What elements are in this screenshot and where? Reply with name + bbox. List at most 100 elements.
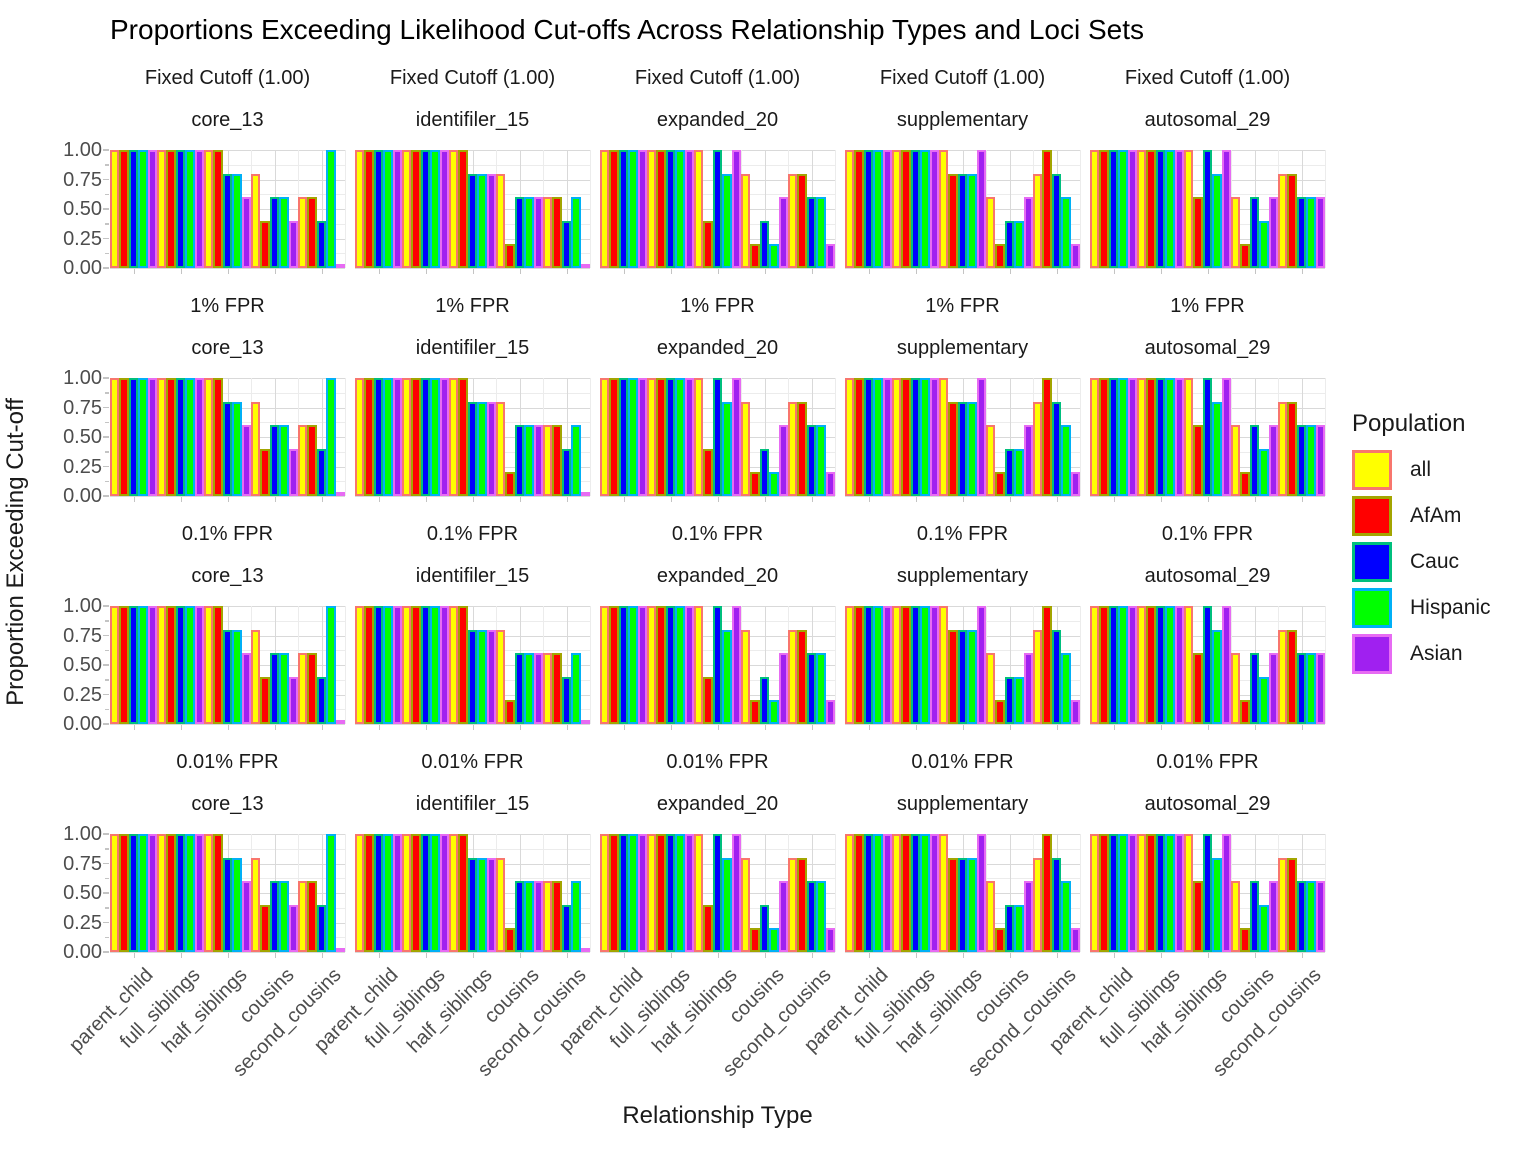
h-gridline: [355, 496, 590, 497]
h-gridline: [110, 952, 345, 953]
bar-all: [1231, 653, 1241, 724]
bar-all: [1137, 378, 1147, 496]
bar-Asian: [1221, 150, 1231, 268]
x-tick-mark: [717, 725, 719, 730]
v-gridline: [835, 378, 836, 496]
bar-all: [402, 834, 412, 952]
bar-Cauc: [712, 606, 723, 724]
y-tick-mark: [105, 907, 109, 909]
bar-group: [694, 378, 741, 496]
bar-group: [939, 834, 986, 952]
y-tick-label: 0.25: [63, 911, 102, 934]
y-tick-label: 0.75: [63, 396, 102, 419]
bar-all: [251, 630, 261, 724]
v-gridline: [835, 150, 836, 268]
bar-Asian: [241, 653, 251, 724]
bar-AfAm: [797, 630, 807, 724]
bar-Asian: [976, 834, 986, 952]
bar-AfAm: [505, 928, 515, 952]
bar-AfAm: [307, 653, 317, 724]
x-tick-mark: [425, 953, 427, 958]
x-tick-mark: [1160, 269, 1162, 274]
bar-Asian: [637, 150, 647, 268]
x-tick-mark: [623, 269, 625, 274]
bar-Cauc: [128, 606, 139, 724]
plot-area: [600, 834, 836, 958]
h-gridline: [600, 496, 835, 497]
bar-group: [110, 834, 157, 952]
bar-Cauc: [467, 174, 478, 268]
bar-Cauc: [1108, 606, 1119, 724]
v-gridline: [590, 378, 591, 496]
plot-area: [355, 150, 591, 274]
bar-Asian: [533, 653, 543, 724]
v-gridline: [1080, 606, 1081, 724]
bar-Asian: [731, 150, 741, 268]
bar-AfAm: [260, 905, 270, 952]
y-tick-label: 1.00: [63, 367, 102, 389]
x-tick-mark: [1160, 497, 1162, 502]
bar-Hispanic: [1306, 197, 1316, 268]
strip-loci-label: autosomal_29: [1144, 565, 1271, 587]
bar-group: [543, 150, 590, 268]
bar-AfAm: [505, 472, 515, 496]
strip-loci-label: supplementary: [896, 109, 1029, 131]
bar-group: [204, 150, 251, 268]
strip-cutoff-label: 0.01% FPR: [1156, 751, 1259, 773]
bar-Hispanic: [279, 197, 289, 268]
bar-group: [355, 378, 402, 496]
bar-Hispanic: [232, 630, 242, 724]
x-tick-mark: [868, 269, 870, 274]
strip-loci-label: autosomal_29: [1144, 337, 1271, 359]
bar-Asian: [731, 606, 741, 724]
x-tick-mark: [1056, 725, 1058, 730]
bar-Asian: [580, 720, 590, 724]
strip-cutoff-label: 0.1% FPR: [1161, 523, 1254, 545]
x-tick-mark: [623, 953, 625, 958]
h-gridline: [1090, 724, 1325, 725]
bar-Asian: [241, 881, 251, 952]
x-tick-mark: [962, 269, 964, 274]
bar-Cauc: [222, 402, 233, 496]
bar-Hispanic: [769, 472, 779, 496]
bar-Hispanic: [326, 834, 336, 952]
bar-group: [157, 150, 204, 268]
h-gridline: [845, 952, 1080, 953]
plot-area: [845, 150, 1081, 274]
bar-all: [1184, 606, 1194, 724]
bar-all: [939, 606, 949, 724]
bar-Cauc: [561, 221, 572, 268]
x-axis-title: Relationship Type: [622, 1102, 813, 1129]
y-tick-label: 1.00: [63, 139, 102, 161]
bar-Cauc: [806, 653, 817, 724]
bar-AfAm: [703, 905, 713, 952]
bar-group: [741, 378, 788, 496]
bar-Cauc: [1004, 677, 1015, 724]
bar-AfAm: [411, 606, 421, 724]
bar-Hispanic: [279, 881, 289, 952]
bar-Cauc: [665, 834, 676, 952]
x-tick-mark: [1207, 269, 1209, 274]
bar-Hispanic: [1259, 449, 1269, 496]
bar-group: [845, 378, 892, 496]
bar-AfAm: [854, 606, 864, 724]
bar-Cauc: [316, 677, 327, 724]
bar-AfAm: [505, 244, 515, 268]
x-tick-mark: [133, 497, 135, 502]
bar-Cauc: [128, 834, 139, 952]
bar-Asian: [486, 402, 496, 496]
x-tick-mark: [1254, 953, 1256, 958]
y-tick-mark: [103, 149, 109, 151]
bar-all: [355, 150, 365, 268]
bar-group: [1033, 150, 1080, 268]
strip-cutoff-label: 0.01% FPR: [666, 751, 769, 773]
bar-all: [1090, 378, 1100, 496]
bar-Asian: [241, 425, 251, 496]
strip-loci-label: identifiler_15: [415, 565, 530, 587]
bar-AfAm: [166, 834, 176, 952]
bar-Cauc: [1108, 834, 1119, 952]
bar-all: [788, 402, 798, 496]
bar-Cauc: [910, 378, 921, 496]
bar-Hispanic: [920, 606, 930, 724]
v-gridline: [1080, 150, 1081, 268]
